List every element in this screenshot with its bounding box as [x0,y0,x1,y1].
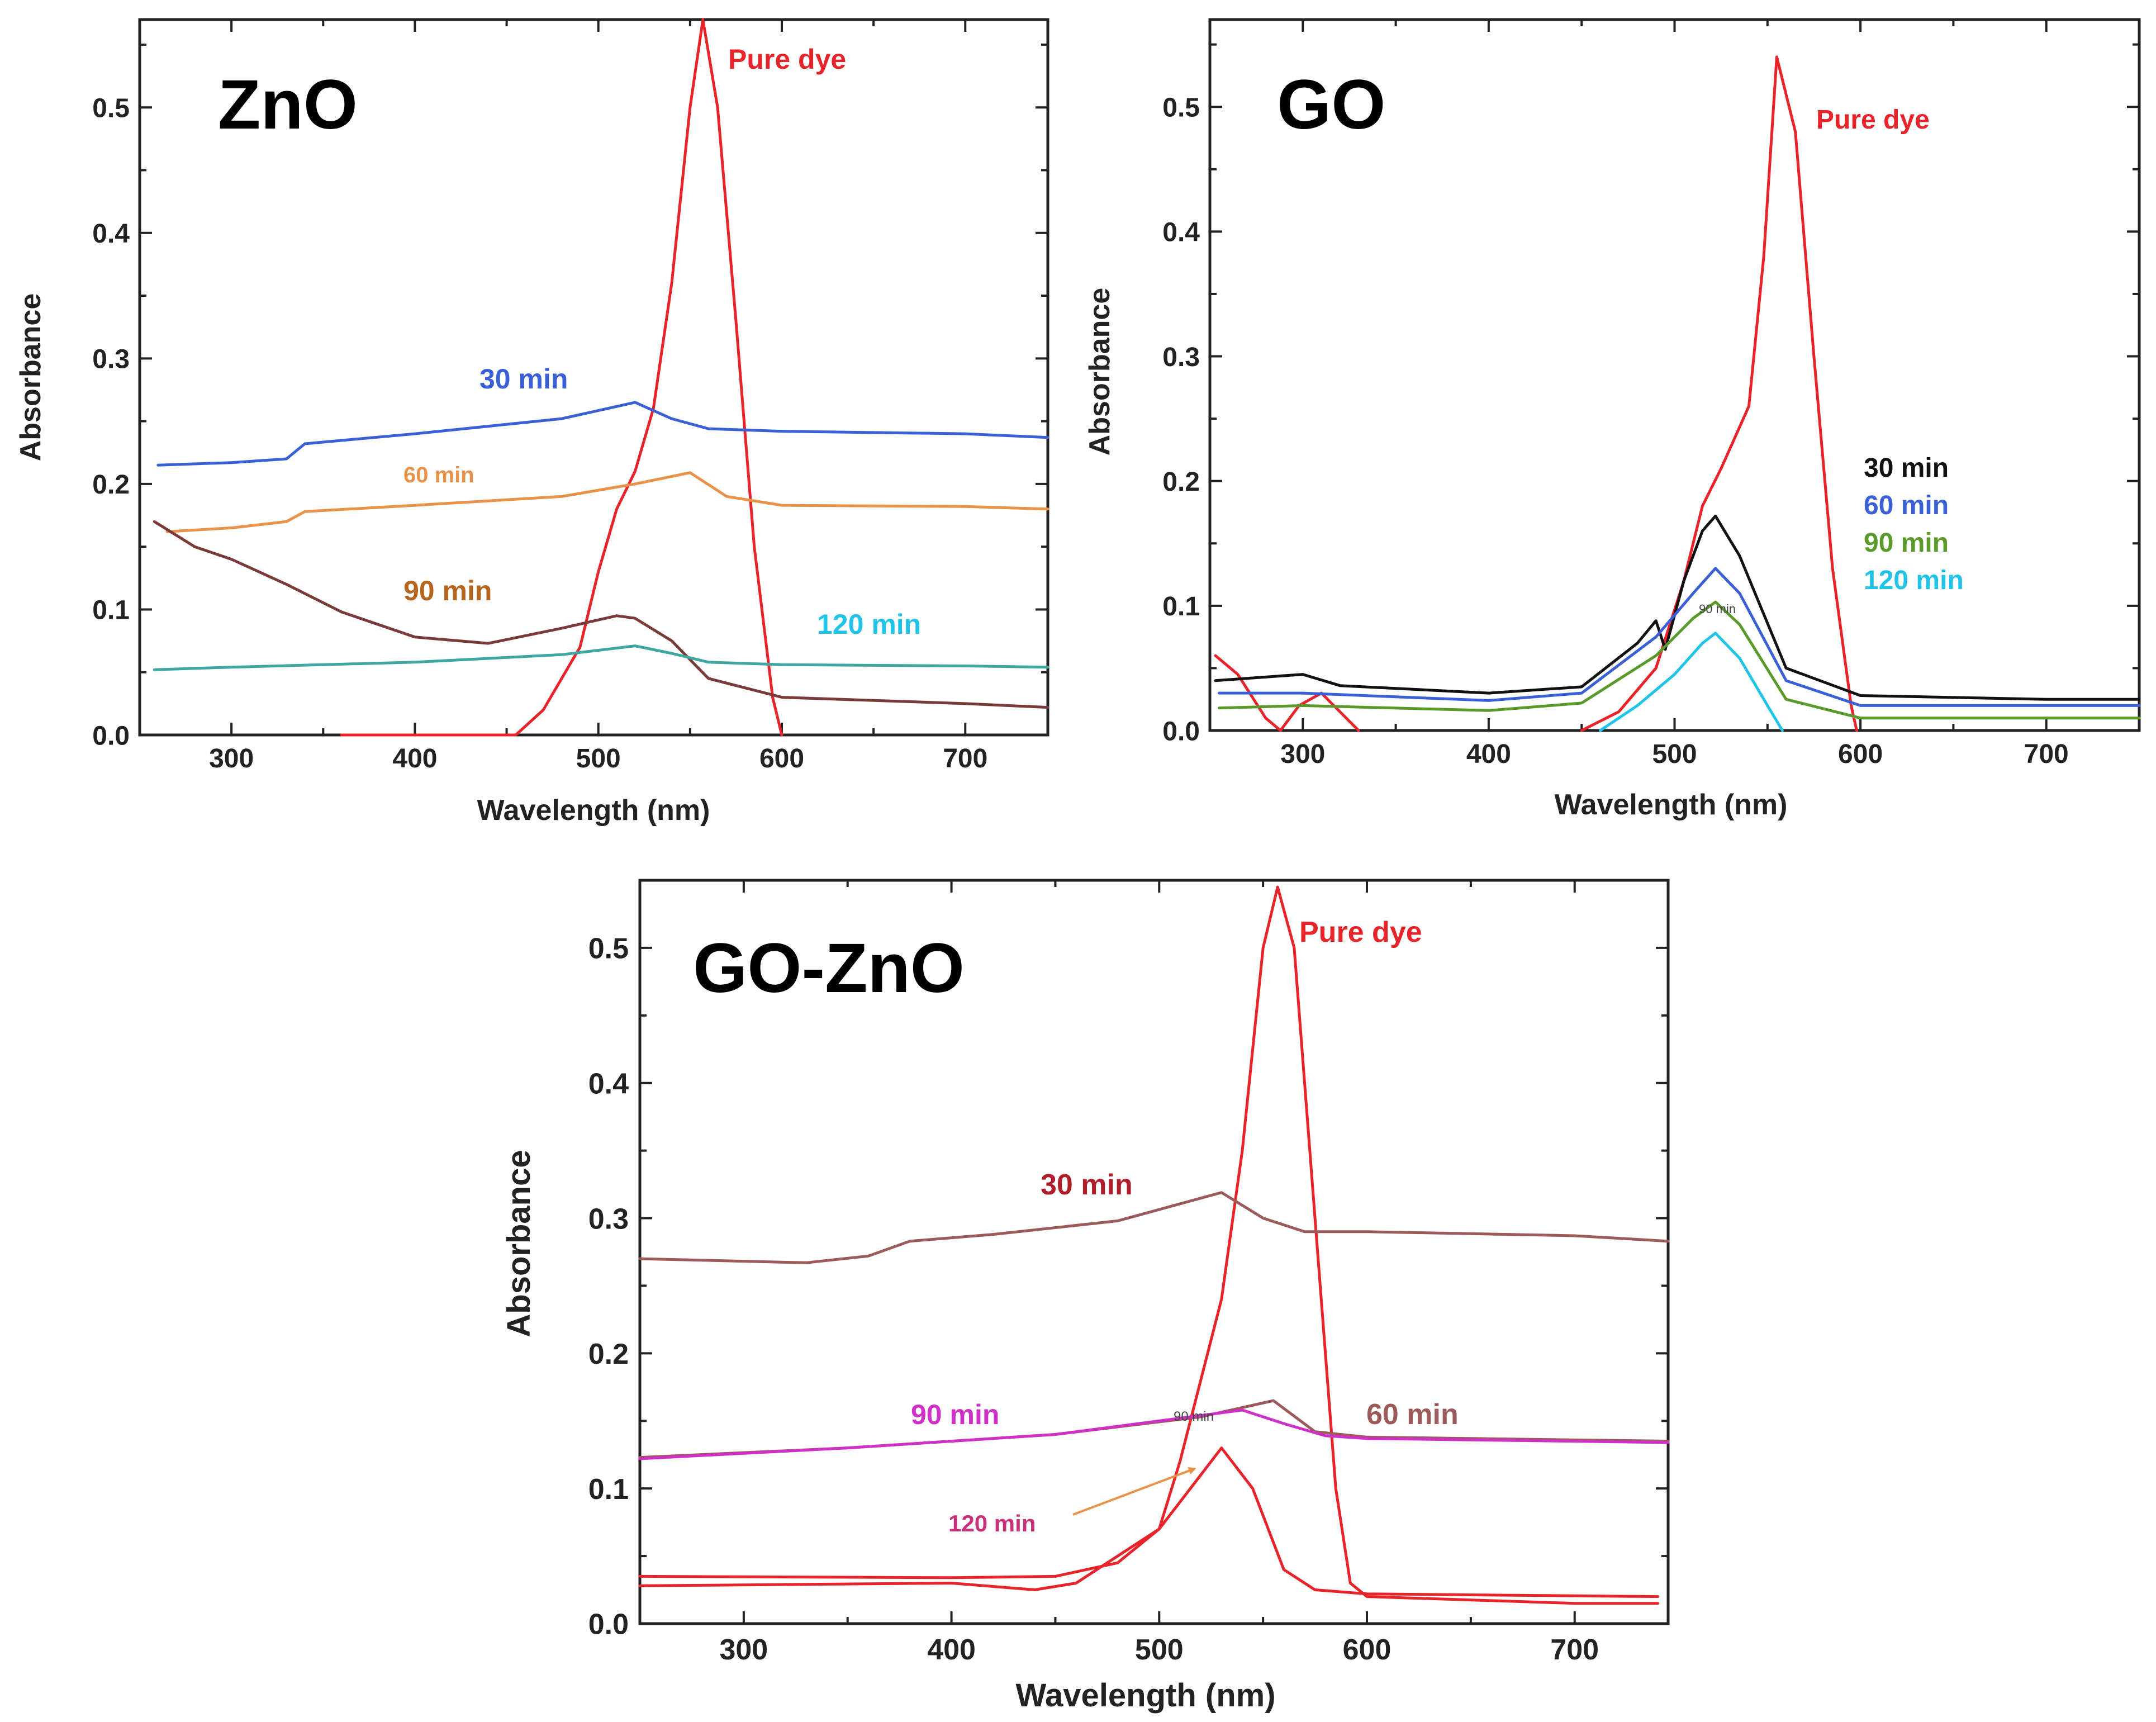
y-axis-label: Absorbance [501,1150,537,1337]
x-axis-label: Wavelength (nm) [1555,789,1788,821]
x-tick-label: 400 [927,1634,976,1666]
x-tick-label: 300 [719,1634,768,1666]
y-tick-label: 0.2 [1162,467,1200,497]
series-label-120min: 120 min [948,1510,1036,1536]
series-label-60min: 60 min [1366,1398,1459,1431]
series-line-90-min [1218,600,2141,720]
y-tick-label: 0.5 [588,933,629,965]
chart-panel-go: 300 400 500 600 700 0.0 0.1 0.2 0.3 0.4 0.5 GO Wav… [1084,18,2141,821]
x-tick-label: 400 [1466,739,1511,769]
y-tick-label: 0.0 [1162,717,1200,746]
x-tick-label: 500 [1652,739,1697,769]
x-tick-label: 300 [1280,739,1325,769]
chart-title: ZnO [218,66,358,144]
series-line-120-min [638,1446,1659,1598]
series-line-30-min [156,401,1049,467]
y-tick-label: 0.4 [588,1068,629,1100]
series-line-60-min [1218,567,2141,707]
series-line-120-min [153,644,1049,671]
x-tick-label: 400 [392,744,437,774]
legend-90min: 90 min [1864,528,1949,558]
series-label-90min: 90 min [403,575,492,606]
y-tick-label: 0.0 [588,1609,629,1641]
y-tick-label: 0.3 [92,345,130,374]
y-tick-label: 0.5 [1162,93,1200,122]
series-label-60min: 60 min [403,463,474,487]
legend-30min: 30 min [1864,453,1949,483]
y-tick-label: 0.3 [1162,343,1200,372]
y-tick-label: 0.2 [92,470,130,500]
chart-panel-go-zno: 300 400 500 600 700 0.0 0.1 0.2 0.3 0.4 0.5 GO-ZnO… [501,879,1670,1714]
series-line-pure-dye [638,885,1659,1605]
annotation-90min-small: 90 min [1174,1409,1214,1424]
annotation-90min-small: 90 min [1699,602,1736,616]
series-label-30min: 30 min [479,363,568,395]
series-line-90-min [638,1408,1670,1460]
x-tick-label: 600 [1343,1634,1392,1666]
x-tick-label: 500 [1135,1634,1184,1666]
series-line-60-min [638,1399,1670,1459]
y-tick-label: 0.2 [588,1338,629,1370]
series-group [638,885,1670,1605]
axis-ticks: 300 400 500 600 700 0.0 0.1 0.2 0.3 0.4 0.5 [92,20,1048,774]
series-label-pure-dye: Pure dye [1299,916,1422,948]
legend-60min: 60 min [1864,491,1949,520]
series-group [1214,55,2141,732]
series-line-60-min [165,471,1049,533]
y-axis-label: Absorbance [15,293,47,462]
series-line-pure-dye [340,18,783,737]
series-label-pure-dye: Pure dye [1816,105,1930,135]
x-tick-label: 500 [576,744,621,774]
y-tick-label: 0.1 [588,1473,629,1506]
series-label-120min: 120 min [817,609,921,640]
x-tick-label: 300 [209,744,254,774]
series-line-pure-dye-uv [1214,654,1360,732]
x-axis-label: Wavelength (nm) [477,794,710,827]
series-label-pure-dye: Pure dye [728,44,846,75]
series-label-30min: 30 min [1041,1169,1133,1201]
x-tick-label: 700 [2024,739,2069,769]
x-tick-label: 600 [1838,739,1883,769]
plot-frame [138,18,1049,737]
y-axis-label: Absorbance [1084,288,1116,456]
x-tick-label: 700 [943,744,987,774]
y-tick-label: 0.5 [92,93,130,123]
series-label-90min: 90 min [911,1399,999,1430]
chart-title: GO [1277,66,1385,144]
y-tick-label: 0.4 [1162,218,1200,248]
y-tick-label: 0.3 [588,1203,629,1235]
y-tick-label: 0.4 [92,219,130,249]
series-group [153,18,1049,737]
pointer-arrow [1072,1467,1196,1516]
y-tick-label: 0.0 [92,721,130,751]
chart-panel-zno: 300 400 500 600 700 0.0 0.1 0.2 0.3 0.4 0.5 ZnO Wa… [15,18,1049,827]
series-line-120-min [1599,632,1784,732]
x-tick-label: 700 [1550,1634,1599,1666]
series-line-pure-dye [1580,55,1858,732]
chart-title: GO-ZnO [693,929,965,1007]
series-line-30-min [638,1191,1670,1264]
plot-frame [638,879,1670,1625]
x-axis-label: Wavelength (nm) [1015,1677,1275,1714]
y-tick-label: 0.1 [92,596,130,625]
legend-120min: 120 min [1864,566,1964,595]
axis-ticks: 300 400 500 600 700 0.0 0.1 0.2 0.3 0.4 0.5 [1162,20,2140,769]
series-line-90-min [153,520,1049,709]
x-tick-label: 600 [759,744,804,774]
axis-ticks: 300 400 500 600 700 0.0 0.1 0.2 0.3 0.4 0.5 [588,879,1668,1666]
y-tick-label: 0.1 [1162,592,1200,622]
